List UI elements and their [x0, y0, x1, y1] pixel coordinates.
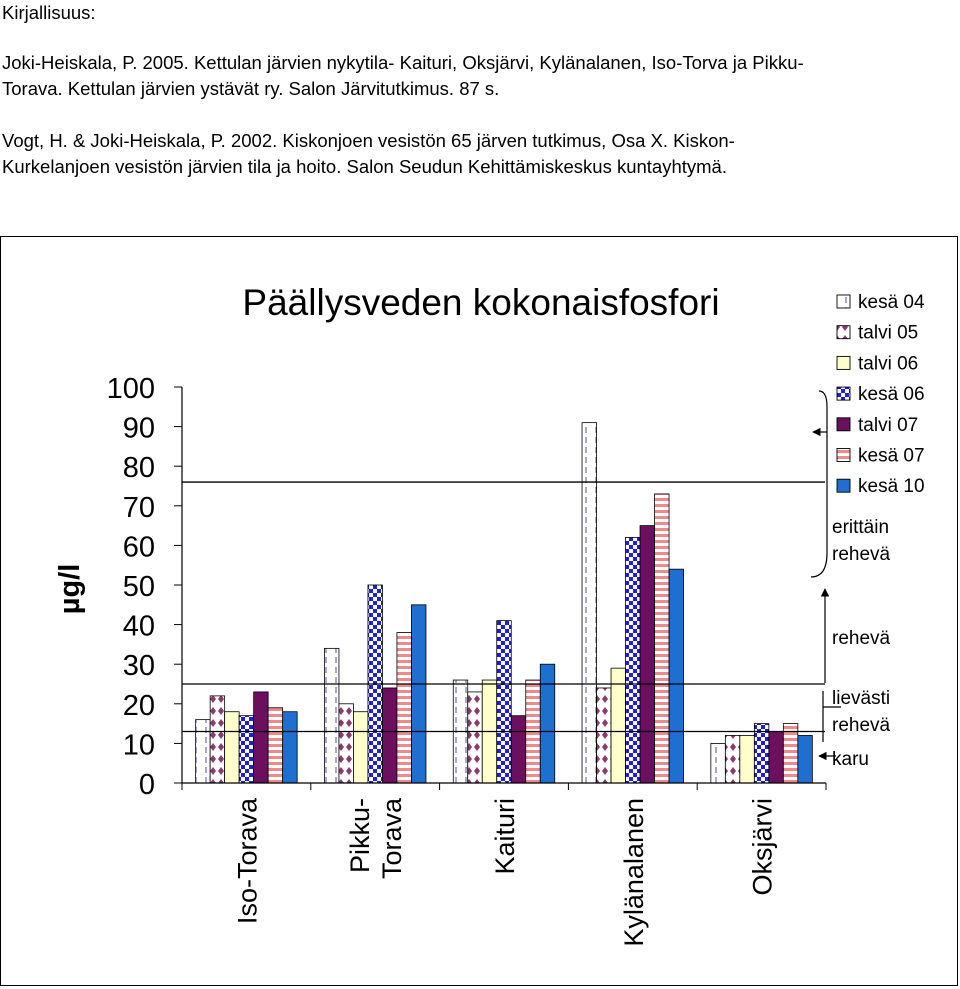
x-category-label: Kylänalanen — [619, 798, 649, 947]
threshold-lines — [182, 481, 825, 733]
x-axis-category-labels: Iso-Torava Pikku- Torava Kaituri Kylänalanen… — [232, 797, 777, 947]
class-label-line1: karu — [832, 749, 869, 770]
bar — [224, 711, 240, 784]
legend-label: kesä 07 — [858, 446, 925, 467]
reference-2-line-1: Vogt, H. & Joki-Heiskala, P. 2002. Kisko… — [2, 130, 735, 151]
y-tick-label: 50 — [123, 571, 155, 603]
legend-label: talvi 07 — [858, 415, 918, 436]
x-category-label: Kaituri — [490, 798, 520, 875]
y-axis-ticks: 0 10 20 30 40 50 60 70 80 90 100 — [107, 373, 182, 801]
y-tick-label: 80 — [123, 452, 155, 484]
chart-title: Päällysveden kokonaisfosfori — [242, 282, 719, 323]
bar — [596, 687, 612, 784]
document-heading: Kirjallisuus: — [2, 2, 96, 23]
x-category-label: Oksjärvi — [748, 798, 778, 896]
bar — [710, 742, 726, 784]
legend-label: kesä 06 — [858, 384, 925, 405]
bar — [282, 711, 298, 784]
bar — [639, 525, 655, 784]
bar — [411, 604, 427, 784]
legend-label: talvi 05 — [858, 323, 918, 344]
bar — [496, 620, 512, 784]
y-tick-label: 60 — [123, 531, 155, 563]
legend: kesä 04 talvi 05 talvi 06 kesä 06 talvi 07 ke… — [836, 292, 925, 497]
x-category-label: Iso-Torava — [232, 797, 262, 924]
bar — [782, 723, 799, 784]
axes — [181, 387, 827, 790]
bar — [338, 703, 354, 784]
class-label-line1: erittäin — [832, 517, 889, 538]
class-brackets — [810, 390, 841, 761]
y-tick-label: 40 — [123, 611, 155, 643]
class-label-line1: rehevä — [832, 628, 891, 649]
bar — [324, 647, 340, 784]
bar — [510, 715, 527, 784]
y-tick-label: 10 — [123, 729, 155, 761]
y-tick-label: 20 — [123, 690, 155, 722]
bar — [625, 537, 641, 784]
bar — [467, 691, 483, 784]
bar — [267, 707, 284, 784]
bar — [654, 493, 670, 784]
bar — [253, 691, 269, 784]
y-axis-label: µg/l — [54, 564, 86, 615]
bar — [581, 422, 597, 784]
y-tick-label: 90 — [123, 413, 155, 445]
bar — [353, 711, 369, 784]
legend-swatch — [836, 478, 851, 493]
reference-1-line-1: Joki-Heiskala, P. 2005. Kettulan järvien… — [2, 52, 804, 73]
trophic-class-labels: erittäin rehevä rehevä lievästi rehevä karu — [832, 517, 891, 770]
class-label-line1: lievästi — [832, 688, 890, 709]
x-category-label: Pikku- — [345, 798, 375, 873]
bar — [209, 695, 226, 784]
legend-swatch — [836, 325, 851, 340]
y-tick-label: 70 — [123, 492, 155, 524]
legend-swatch — [836, 294, 851, 309]
legend-label: kesä 10 — [858, 476, 925, 497]
bar — [724, 735, 741, 784]
chart-frame: Päällysveden kokonaisfosfori µg/l 0 10 20 3… — [0, 236, 958, 986]
legend-swatch — [836, 386, 851, 401]
bar — [382, 687, 398, 784]
phosphorus-chart: Päällysveden kokonaisfosfori µg/l 0 10 20 3… — [54, 282, 925, 947]
reference-2-line-2: Kurkelanjoen vesistön järvien tila ja ho… — [2, 156, 727, 177]
bar — [753, 723, 770, 784]
legend-swatch — [836, 448, 851, 462]
bar — [668, 568, 684, 784]
bar — [797, 735, 813, 784]
bar — [768, 731, 784, 784]
legend-swatch — [836, 417, 851, 432]
bar — [610, 667, 626, 784]
class-label-line2: rehevä — [832, 544, 891, 565]
class-label-line2: rehevä — [832, 715, 891, 736]
bar — [539, 663, 556, 784]
x-category-label: Torava — [377, 797, 407, 879]
y-tick-label: 30 — [123, 650, 155, 682]
bracket-very-eutrophic — [810, 390, 828, 578]
reference-1-line-2: Torava. Kettulan järvien ystävät ry. Sal… — [2, 78, 500, 99]
legend-swatch — [836, 355, 851, 370]
bar — [195, 719, 211, 784]
y-tick-label: 100 — [107, 373, 155, 405]
bar — [238, 715, 255, 784]
bars — [195, 422, 813, 784]
bar — [396, 632, 412, 784]
legend-label: kesä 04 — [858, 292, 925, 313]
legend-label: talvi 06 — [858, 353, 918, 374]
bar — [739, 735, 755, 784]
y-tick-label: 0 — [139, 769, 155, 801]
